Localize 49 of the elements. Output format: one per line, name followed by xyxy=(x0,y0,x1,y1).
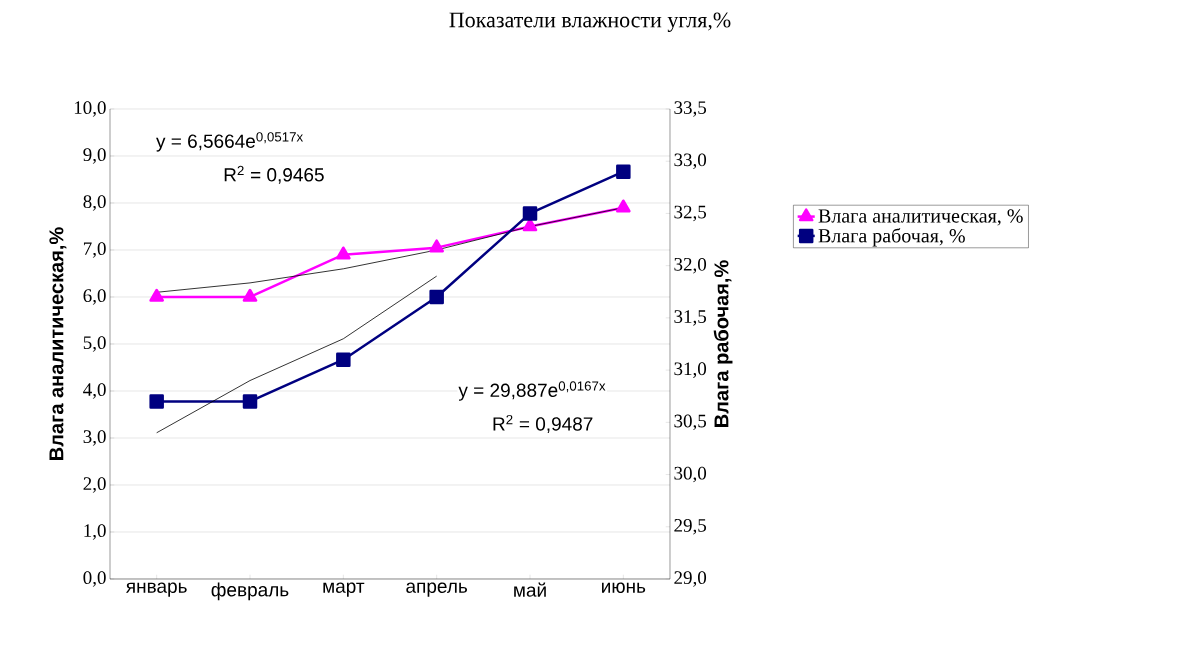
y-tick-label: 7,0 xyxy=(83,242,106,258)
x-tick-label: май xyxy=(514,582,546,597)
annotation: R$^{2}$ = 0,9487 xyxy=(493,414,593,433)
legend-label: Влага рабочая, % xyxy=(818,227,965,247)
y-tick-label: 2,0 xyxy=(83,477,106,493)
point xyxy=(522,218,538,232)
point xyxy=(242,394,258,409)
chart-title: Показатели влажности угля,% xyxy=(449,12,731,32)
y2-tick-label: 33,0 xyxy=(674,153,707,169)
y-tick-label: 4,0 xyxy=(83,383,106,399)
point xyxy=(149,288,164,302)
y2-tick-label: 31,0 xyxy=(674,362,707,378)
y-tick-label: 0,0 xyxy=(83,571,106,587)
x-tick-label: апрель xyxy=(406,582,468,597)
point xyxy=(336,246,351,260)
point xyxy=(149,394,164,409)
point xyxy=(522,206,538,221)
y-tick-label: 3,0 xyxy=(83,430,106,446)
y2-axis-title: Влага рабочая,% xyxy=(713,260,733,427)
x-tick-label: июнь xyxy=(602,582,646,593)
y2-tick-label: 30,0 xyxy=(674,466,707,483)
point xyxy=(429,239,444,253)
y2-tick-label: 32,5 xyxy=(674,205,707,222)
point xyxy=(242,288,258,302)
legend-label: Влага аналитическая, % xyxy=(818,209,1023,226)
annotation: y = 6,5664e$^{0,0517x}$ xyxy=(156,132,304,152)
y2-tick-label: 30,5 xyxy=(674,414,707,431)
point xyxy=(616,199,631,213)
y-tick-label: 5,0 xyxy=(83,336,106,352)
y-tick-label: 10,0 xyxy=(74,101,106,117)
y2-tick-label: 29,5 xyxy=(674,519,707,535)
y-tick-label: 1,0 xyxy=(84,524,106,540)
point xyxy=(616,164,631,179)
point xyxy=(429,289,444,305)
x-tick-label: февраль xyxy=(211,582,289,601)
y2-tick-label: 31,5 xyxy=(674,310,707,326)
annotation: y = 29,887e$^{0,0167x}$ xyxy=(458,381,606,401)
y-tick-label: 9,0 xyxy=(83,148,106,164)
x-tick-label: март xyxy=(323,582,365,597)
point xyxy=(336,352,351,367)
y2-tick-label: 32,0 xyxy=(674,257,707,274)
line-series xyxy=(156,275,438,434)
y2-tick-label: 33,5 xyxy=(674,101,707,117)
y2-tick-label: 29,0 xyxy=(674,571,707,587)
y-tick-label: 8,0 xyxy=(83,195,106,211)
y-axis-title: Влага аналитическая,% xyxy=(49,227,67,460)
y-tick-label: 6,0 xyxy=(83,289,106,305)
x-tick-label: январь xyxy=(125,582,187,597)
annotation: R$^{2}$ = 0,9465 xyxy=(224,165,324,184)
